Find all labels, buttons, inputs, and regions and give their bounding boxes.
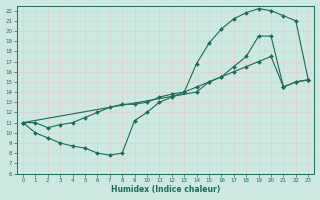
X-axis label: Humidex (Indice chaleur): Humidex (Indice chaleur) (111, 185, 220, 194)
